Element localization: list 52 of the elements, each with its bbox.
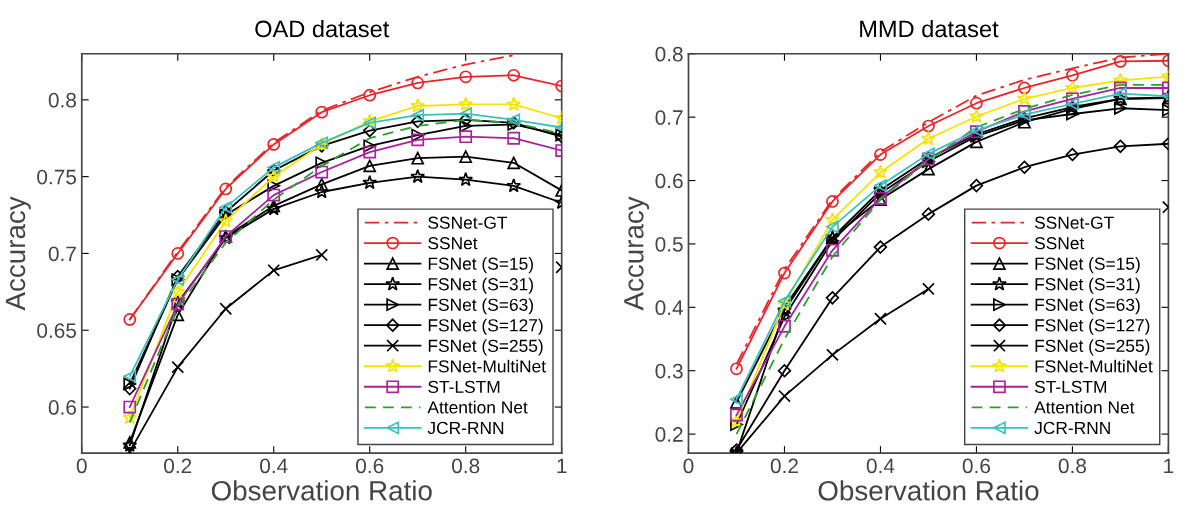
y-tick-label: 0.7 xyxy=(655,110,683,125)
legend-label: FSNet (S=15) xyxy=(428,257,533,274)
legend-label: Attention Net xyxy=(1034,400,1135,414)
y-tick-label: 0.8 xyxy=(48,92,76,108)
x-axis-title: Observation Ratio xyxy=(818,480,1039,501)
legend-label: JCR-RNN xyxy=(1034,421,1110,435)
x-tick-label: 0.4 xyxy=(260,458,288,474)
legend-label: FSNet (S=127) xyxy=(1035,318,1150,335)
x-tick-label: 0.4 xyxy=(866,458,895,474)
y-tick-label: 0.5 xyxy=(655,236,683,252)
legend-label: JCR-RNN xyxy=(427,421,504,435)
x-tick-label: 0.8 xyxy=(1058,458,1086,474)
chart-title: MMD dataset xyxy=(860,19,999,38)
x-tick-label: 0.2 xyxy=(770,458,798,474)
y-tick-label: 0.75 xyxy=(37,169,77,185)
x-tick-label: 0.6 xyxy=(356,458,384,474)
x-tick-label: 0 xyxy=(683,458,694,474)
y-tick-label: 0.2 xyxy=(655,427,683,442)
x-tick-label: 1 xyxy=(1164,458,1174,474)
y-axis-title: Accuracy xyxy=(624,196,650,311)
x-tick-label: 0.6 xyxy=(962,458,991,474)
legend-label: FSNet (S=255) xyxy=(428,339,543,356)
legend-label: ST-LSTM xyxy=(428,380,500,394)
legend-label: SSNet xyxy=(428,237,478,250)
y-tick-label: 0.4 xyxy=(655,300,684,316)
y-tick-label: 0.65 xyxy=(37,323,77,338)
legend-label: FSNet (S=31) xyxy=(428,277,533,294)
y-tick-label: 0.6 xyxy=(48,400,76,415)
y-tick-label: 0.3 xyxy=(655,363,683,379)
legend-label: FSNet (S=31) xyxy=(1035,277,1140,294)
x-tick-label: 0.8 xyxy=(452,458,480,474)
chart-title: OAD dataset xyxy=(255,19,390,38)
legend-label: FSNet-MultiNet xyxy=(428,359,546,373)
y-axis-title: Accuracy xyxy=(5,196,31,311)
legend-label: SSNet-GT xyxy=(428,216,508,229)
x-tick-label: 0.2 xyxy=(164,458,192,474)
legend-label: FSNet (S=63) xyxy=(1035,298,1140,315)
x-tick-label: 1 xyxy=(557,458,567,474)
legend-label: SSNet xyxy=(1034,237,1085,250)
legend-label: Attention Net xyxy=(427,400,528,414)
legend-label: FSNet (S=255) xyxy=(1035,339,1150,356)
y-tick-label: 0.7 xyxy=(48,246,76,262)
legend-label: ST-LSTM xyxy=(1034,380,1107,394)
legend-label: FSNet-MultiNet xyxy=(1035,359,1153,373)
legend-label: FSNet (S=63) xyxy=(428,298,533,315)
y-tick-label: 0.8 xyxy=(655,46,683,62)
x-tick-label: 0 xyxy=(76,458,87,474)
y-tick-label: 0.6 xyxy=(655,173,683,189)
x-axis-title: Observation Ratio xyxy=(211,480,432,501)
legend-label: FSNet (S=127) xyxy=(428,318,543,335)
legend-label: SSNet-GT xyxy=(1034,216,1114,229)
legend-label: FSNet (S=15) xyxy=(1035,257,1140,274)
